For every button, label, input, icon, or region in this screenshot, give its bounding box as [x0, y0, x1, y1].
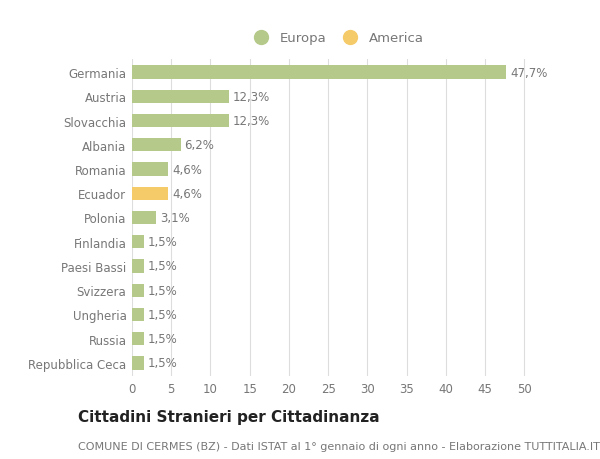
Legend: Europa, America: Europa, America — [244, 28, 428, 49]
Text: 1,5%: 1,5% — [148, 236, 178, 249]
Bar — [132, 187, 168, 201]
Text: 12,3%: 12,3% — [232, 91, 269, 104]
Bar — [132, 260, 144, 273]
Text: 6,2%: 6,2% — [185, 139, 214, 152]
Text: 4,6%: 4,6% — [172, 163, 202, 176]
Bar — [132, 163, 168, 176]
Text: COMUNE DI CERMES (BZ) - Dati ISTAT al 1° gennaio di ogni anno - Elaborazione TUT: COMUNE DI CERMES (BZ) - Dati ISTAT al 1°… — [78, 441, 600, 451]
Bar — [132, 332, 144, 346]
Text: 1,5%: 1,5% — [148, 332, 178, 345]
Bar — [132, 308, 144, 321]
Bar — [132, 90, 229, 104]
Text: 4,6%: 4,6% — [172, 187, 202, 200]
Text: 1,5%: 1,5% — [148, 357, 178, 369]
Bar — [132, 66, 506, 79]
Bar — [132, 115, 229, 128]
Bar — [132, 212, 157, 224]
Bar — [132, 284, 144, 297]
Text: 12,3%: 12,3% — [232, 115, 269, 128]
Text: 1,5%: 1,5% — [148, 284, 178, 297]
Text: Cittadini Stranieri per Cittadinanza: Cittadini Stranieri per Cittadinanza — [78, 409, 380, 425]
Text: 47,7%: 47,7% — [510, 67, 548, 79]
Text: 3,1%: 3,1% — [160, 212, 190, 224]
Text: 1,5%: 1,5% — [148, 308, 178, 321]
Bar — [132, 357, 144, 370]
Bar — [132, 139, 181, 152]
Text: 1,5%: 1,5% — [148, 260, 178, 273]
Bar — [132, 235, 144, 249]
